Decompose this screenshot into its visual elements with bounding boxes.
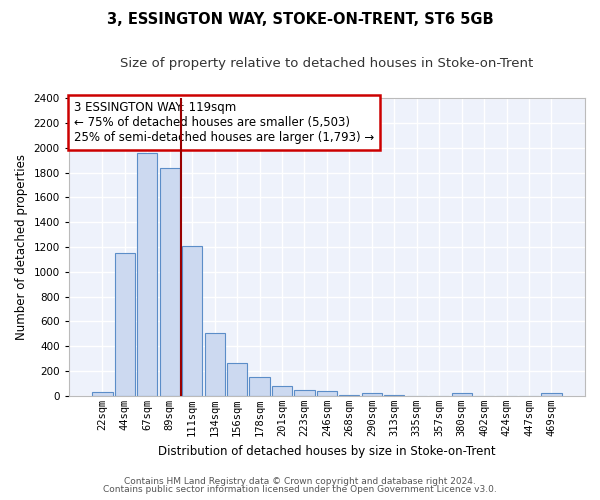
Bar <box>115 253 135 396</box>
Bar <box>205 332 225 396</box>
Bar <box>541 394 562 396</box>
Bar <box>317 391 337 396</box>
Text: Contains HM Land Registry data © Crown copyright and database right 2024.: Contains HM Land Registry data © Crown c… <box>124 477 476 486</box>
Y-axis label: Number of detached properties: Number of detached properties <box>15 154 28 340</box>
Text: Contains public sector information licensed under the Open Government Licence v3: Contains public sector information licen… <box>103 485 497 494</box>
Text: 3, ESSINGTON WAY, STOKE-ON-TRENT, ST6 5GB: 3, ESSINGTON WAY, STOKE-ON-TRENT, ST6 5G… <box>107 12 493 28</box>
Bar <box>137 152 157 396</box>
Text: 3 ESSINGTON WAY: 119sqm
← 75% of detached houses are smaller (5,503)
25% of semi: 3 ESSINGTON WAY: 119sqm ← 75% of detache… <box>74 101 374 144</box>
Bar <box>272 386 292 396</box>
Title: Size of property relative to detached houses in Stoke-on-Trent: Size of property relative to detached ho… <box>120 58 533 70</box>
Bar <box>295 390 314 396</box>
Bar <box>160 168 180 396</box>
Bar <box>362 394 382 396</box>
Bar <box>182 246 202 396</box>
Bar <box>384 394 404 396</box>
Bar <box>250 376 269 396</box>
Bar <box>452 394 472 396</box>
X-axis label: Distribution of detached houses by size in Stoke-on-Trent: Distribution of detached houses by size … <box>158 444 496 458</box>
Bar <box>92 392 113 396</box>
Bar <box>227 363 247 396</box>
